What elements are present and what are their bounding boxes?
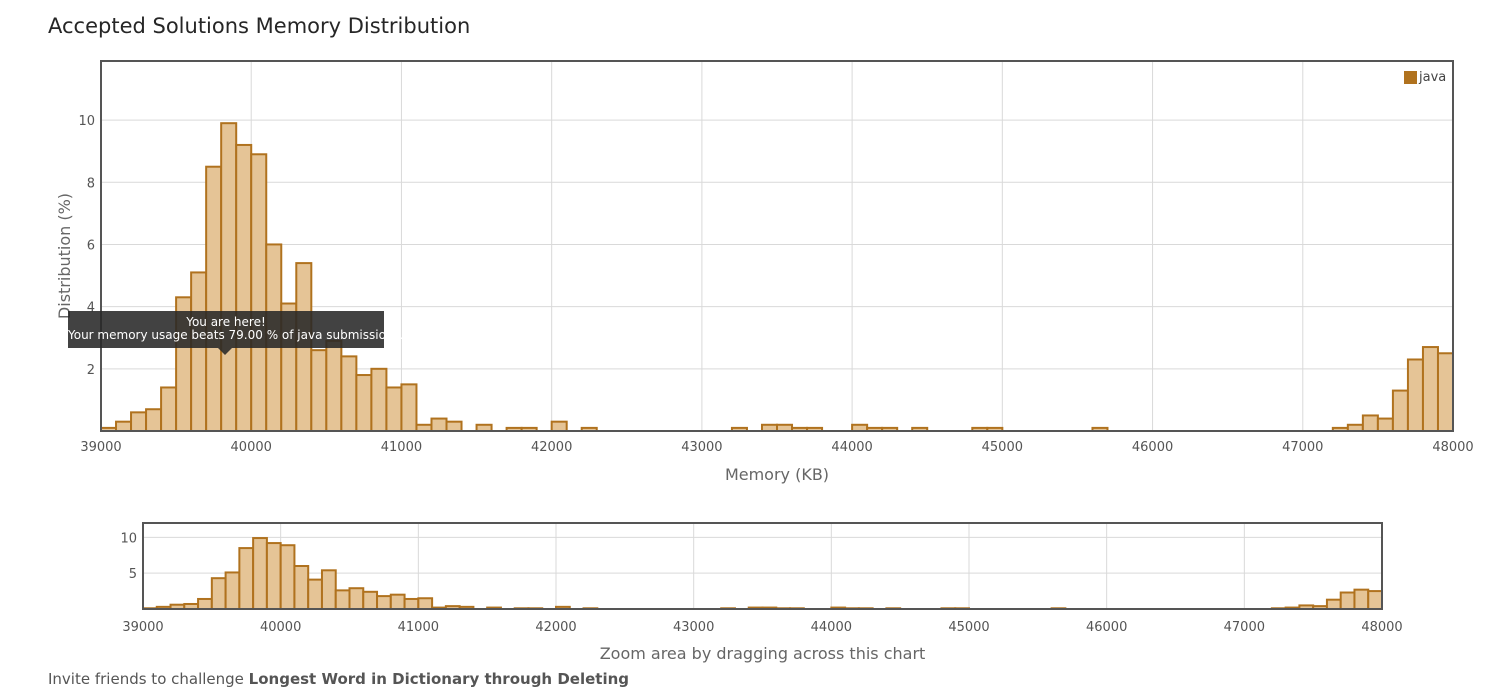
y-tick-label: 8 <box>87 176 95 191</box>
histogram-bar <box>362 590 379 609</box>
histogram-bar <box>197 597 213 609</box>
x-tick-label: 46000 <box>1086 620 1127 635</box>
x-tick-label: 48000 <box>1361 620 1402 635</box>
y-tick-label: 2 <box>87 363 95 378</box>
histogram-bar <box>210 577 227 609</box>
histogram-bar <box>475 423 493 431</box>
legend-swatch <box>1404 71 1417 84</box>
histogram-bar <box>1367 590 1382 609</box>
tooltip-title: You are here! <box>186 315 266 329</box>
histogram-bar <box>238 547 255 609</box>
x-tick-label: 46000 <box>1132 440 1173 455</box>
plot-frame <box>142 522 1383 610</box>
histogram-bar <box>279 544 296 609</box>
x-tick-label: 42000 <box>531 440 572 455</box>
histogram-bar <box>403 597 420 609</box>
x-tick-label: 42000 <box>535 620 576 635</box>
histogram-bar <box>224 571 241 609</box>
x-axis-label: Zoom area by dragging across this chart <box>600 644 926 663</box>
invite-prefix: Invite friends to challenge <box>48 670 249 688</box>
histogram-bar <box>348 587 365 609</box>
y-tick-label: 10 <box>78 114 95 129</box>
x-tick-label: 43000 <box>681 440 722 455</box>
page-title: Accepted Solutions Memory Distribution <box>48 14 471 38</box>
memory-distribution-chart[interactable]: 2 4 6 8 10 39000 40000 41000 42000 43000 44000 4500… <box>0 0 1491 500</box>
histogram-bar <box>1436 352 1453 431</box>
legend-item-java[interactable]: java <box>1404 70 1446 85</box>
histogram-bar <box>1381 596 1382 609</box>
histogram-bar <box>445 420 463 431</box>
x-tick-label: 45000 <box>982 440 1023 455</box>
y-tick-label: 5 <box>129 567 137 582</box>
x-tick-label: 44000 <box>811 620 852 635</box>
histogram-bar <box>307 578 323 609</box>
histogram-bar <box>1325 598 1342 609</box>
x-tick-label: 39000 <box>122 620 163 635</box>
y-tick-label: 4 <box>87 301 95 316</box>
x-tick-label: 41000 <box>398 620 439 635</box>
invite-text: Invite friends to challenge Longest Word… <box>48 670 629 688</box>
x-tick-label: 45000 <box>948 620 989 635</box>
x-tick-label: 43000 <box>673 620 714 635</box>
x-tick-label: 39000 <box>80 440 121 455</box>
histogram-bar <box>400 383 418 431</box>
bars-group <box>143 537 1382 609</box>
x-tick-label: 47000 <box>1224 620 1265 635</box>
problem-link[interactable]: Longest Word in Dictionary through Delet… <box>248 670 629 688</box>
histogram-bar <box>1339 591 1356 609</box>
x-axis-label: Memory (KB) <box>725 465 829 484</box>
x-tick-label: 48000 <box>1432 440 1473 455</box>
you-are-here-tooltip: You are here! Your memory usage beats 79… <box>68 311 404 348</box>
tooltip-text: Your memory usage beats 79.00 % of java … <box>68 328 404 342</box>
x-tick-label: 47000 <box>1282 440 1323 455</box>
x-tick-label: 40000 <box>231 440 272 455</box>
y-axis-label: Distribution (%) <box>55 193 74 319</box>
y-tick-label: 6 <box>87 238 95 253</box>
x-tick-label: 44000 <box>831 440 872 455</box>
histogram-bar <box>376 595 392 609</box>
plot-frame <box>100 60 1454 432</box>
histogram-bar <box>550 420 568 431</box>
y-tick-label: 10 <box>120 531 137 546</box>
histogram-bar <box>293 565 310 609</box>
histogram-bar <box>389 593 406 609</box>
x-tick-label: 41000 <box>381 440 422 455</box>
x-tick-label: 40000 <box>260 620 301 635</box>
histogram-bar <box>265 542 282 609</box>
tooltip-arrow <box>218 348 232 355</box>
bars-group <box>101 122 1453 431</box>
histogram-bar <box>417 597 434 609</box>
legend-label: java <box>1419 70 1447 85</box>
histogram-bar <box>252 537 268 609</box>
histogram-bar <box>334 589 351 609</box>
histogram-bar <box>320 569 337 609</box>
histogram-bar <box>1353 588 1370 609</box>
